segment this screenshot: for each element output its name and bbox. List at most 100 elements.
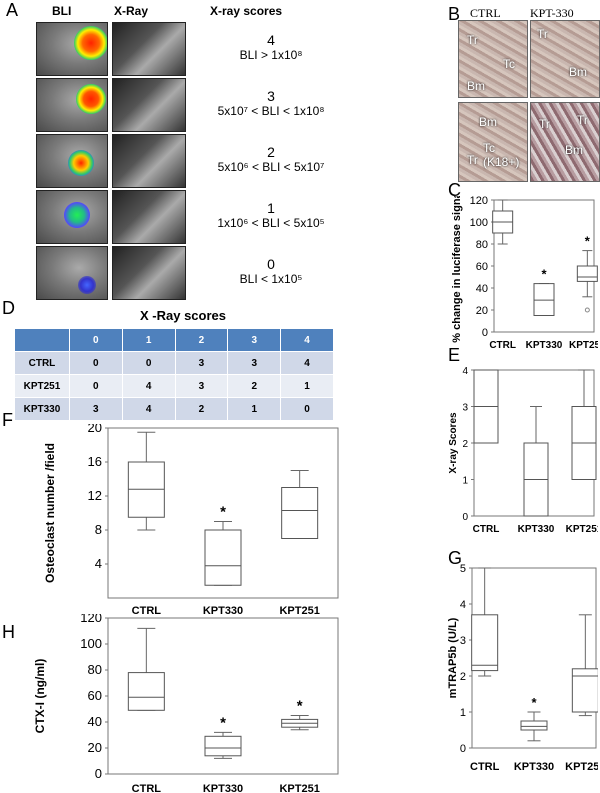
table-cell: 3 [174,351,229,375]
panel-label-h: H [2,622,15,642]
panel-label-b: B [448,4,461,24]
panel-b-header-ctrl: CTRL [470,6,501,20]
chart-h: 0 20 40 60 80 100 120 CTX-I (ng/ml) CTRL * KPT330 *… [33,614,339,792]
table-row: CTRL 0 0 3 3 4 [14,351,334,375]
panel-d-title: X -Ray scores [140,308,226,323]
score-range: BLI > 1x10⁸ [239,48,303,62]
y-tick-label: 8 [95,522,102,537]
score-value: 4 [267,32,275,48]
category-label: KPT251 [279,605,319,617]
tissue-label: Bm [569,65,587,79]
category-label: KPT251 [565,761,598,773]
table-header-cell: 0 [68,328,123,352]
box [571,668,598,713]
category-label: KPT330 [518,524,555,535]
histology-image: Bm Tr Tc (K18+) [458,102,528,182]
box [520,720,548,731]
outlier-point [584,307,590,313]
y-tick-label: 1 [460,707,466,719]
y-tick-label: 4 [460,599,466,611]
bli-signal [68,150,94,176]
y-tick-label: 5 [460,563,466,575]
tissue-label: Bm [479,115,497,129]
y-axis-label: mTRAP5b (U/L) [448,617,459,698]
table-cell: KPT330 [14,397,70,421]
y-tick-label: 60 [476,261,488,273]
y-tick-label: 80 [476,239,488,251]
category-label: KPT251 [279,783,319,792]
table-header-cell: 4 [280,328,334,352]
xray-image [112,78,186,132]
xray-image [112,246,186,300]
significance-marker: * [531,695,537,710]
significance-marker: * [220,504,226,521]
score-range: 5x10⁷ < BLI < 1x10⁸ [217,104,325,118]
bli-image [36,134,108,188]
category-label: KPT251 [569,340,598,351]
y-axis-label: Osteoclast number /field [43,443,57,583]
chart-e: 0 1 2 3 4 X-ray Scores CTRL KPT330 KPT251 [448,366,598,535]
table-header-cell: 3 [227,328,282,352]
panel-a-header-scores: X-ray scores [210,4,283,18]
tissue-label: Tr [537,27,548,41]
score-description: 4 BLI > 1x10⁸ [196,32,346,62]
plot-frame [107,427,339,599]
chart-g: 0 1 2 3 4 5 mTRAP5b (U/L) CTRL * KPT330 KPT251 [448,563,598,773]
y-tick-label: 20 [476,305,488,317]
histology-image: Tr Tr Bm [530,102,600,182]
table-cell: 2 [174,397,229,421]
significance-marker: * [220,714,226,731]
bli-signal [78,276,96,294]
panel-label-e: E [448,345,461,365]
chart-f: 4 8 12 16 20 Osteoclast number /field CTRL * KPT… [43,424,339,617]
tissue-label: Tr [577,113,588,127]
y-axis-label: CTX-I (ng/ml) [33,659,47,734]
score-range: 1x10⁶ < BLI < 5x10⁵ [217,216,325,230]
score-description: 1 1x10⁶ < BLI < 5x10⁵ [196,200,346,230]
y-tick-label: 3 [462,403,468,414]
xray-image [112,22,186,76]
panel-label-g: G [448,548,463,568]
y-tick-label: 60 [88,688,102,703]
table-cell: 0 [280,397,334,421]
tissue-label: Tr [539,117,550,131]
score-description: 0 BLI < 1x10⁵ [196,256,346,286]
y-tick-label: 120 [470,196,488,207]
table-cell: 4 [280,351,334,375]
tissue-label: Bm [467,79,485,93]
bli-image [36,22,108,76]
significance-marker: * [585,234,591,249]
xray-score-table: 0 1 2 3 4 CTRL 0 0 3 3 4 KPT251 0 4 3 2 1 KPT330 3 4 2 1 0 [14,328,334,421]
tissue-label: Tc [503,57,515,71]
y-tick-label: 1 [462,476,468,487]
table-cell: 0 [121,351,176,375]
table-cell: 3 [68,397,123,421]
y-tick-label: 3 [460,635,466,647]
table-cell: 2 [227,374,282,398]
y-tick-label: 80 [88,662,102,677]
panel-b-header-kpt: KPT-330 [530,6,574,20]
box [471,614,499,672]
category-label: CTRL [489,340,516,351]
bli-signal [76,84,106,114]
category-label: KPT330 [203,605,243,617]
xray-image [112,190,186,244]
category-label: KPT330 [514,761,554,773]
box [281,487,319,539]
table-row: KPT251 0 4 3 2 1 [14,374,334,398]
score-value: 0 [267,256,275,272]
table-cell: CTRL [14,351,70,375]
box [204,529,242,586]
table-cell: 4 [121,374,176,398]
table-header-cell: 2 [174,328,229,352]
box [576,265,598,282]
bli-image [36,78,108,132]
tissue-label: Bm [565,143,583,157]
table-cell: 1 [280,374,334,398]
score-value: 1 [267,200,275,216]
y-tick-label: 20 [88,740,102,755]
significance-marker: * [297,698,303,715]
category-label: KPT330 [526,340,563,351]
score-range: BLI < 1x10⁵ [239,272,303,286]
y-axis-label: X-ray Scores [448,412,459,474]
